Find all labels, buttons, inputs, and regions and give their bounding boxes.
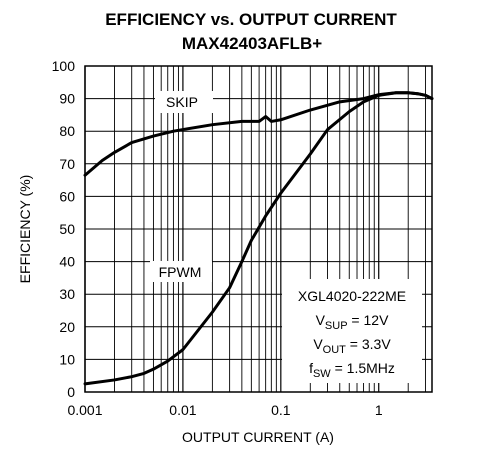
series-label-skip: SKIP [166,94,198,110]
y-tick-label: 100 [52,58,76,74]
y-tick-label: 10 [59,351,75,367]
conditions-annotation: XGL4020-222ME VSUP = 12V VOUT = 3.3V fSW… [282,279,422,383]
chart-title: EFFICIENCY vs. OUTPUT CURRENT [105,10,397,29]
y-tick-label: 30 [59,286,75,302]
fpwm-label-bg [150,261,212,282]
y-axis-label: EFFICIENCY (%) [17,175,33,284]
x-tick-label: 0.01 [169,402,196,418]
fsw-label: fSW = 1.5MHz [309,360,395,380]
y-tick-label: 50 [59,221,75,237]
vout-label: VOUT = 3.3V [313,336,391,356]
inductor-part-label: XGL4020-222ME [298,288,406,304]
x-tick-label: 0.001 [67,402,102,418]
tick-labels: 0 10 20 30 40 50 60 70 80 90 100 0.001 0.01 0.1 1 [52,58,383,418]
x-axis-label: OUTPUT CURRENT (A) [182,429,334,445]
y-tick-label: 60 [59,188,75,204]
vsup-label: VSUP = 12V [316,312,389,332]
y-tick-label: 80 [59,123,75,139]
y-tick-label: 40 [59,254,75,270]
plot-frame [84,65,433,393]
series-line-skip [83,91,434,177]
y-tick-label: 0 [67,384,75,400]
y-tick-label: 20 [59,319,75,335]
chart-subtitle: MAX42403AFLB+ [182,34,322,53]
y-tick-label: 90 [59,91,75,107]
annotation-bg [282,279,422,383]
x-tick-label: 1 [375,402,383,418]
skip-label-bg [155,91,213,113]
x-tick-label: 0.1 [271,402,291,418]
series-labels: SKIP FPWM [150,91,213,282]
series-label-fpwm: FPWM [159,264,202,280]
series-line-fpwm [83,91,434,386]
series-lines [83,91,434,386]
plot-border [84,65,433,393]
y-tick-label: 70 [59,156,75,172]
